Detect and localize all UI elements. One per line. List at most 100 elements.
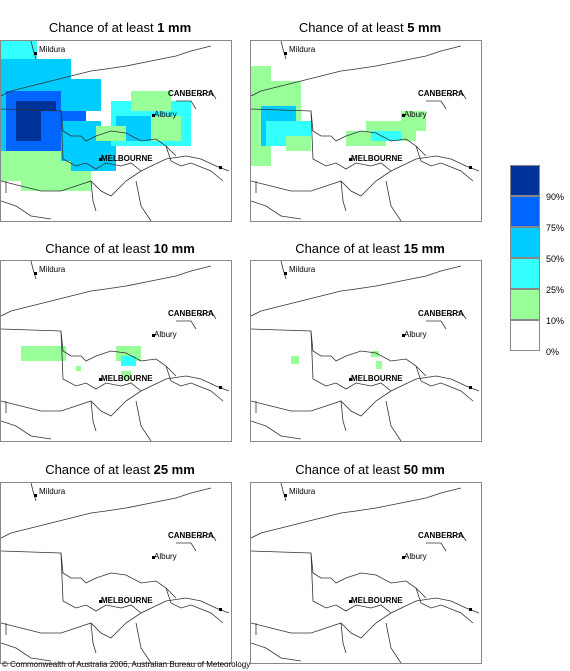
boundary-line <box>1 45 212 97</box>
boundary-line <box>1 597 230 639</box>
legend-label-10: 10% <box>546 316 565 326</box>
boundary-line <box>251 487 462 539</box>
rainfall-probability-cell <box>121 371 131 379</box>
boundary-line <box>310 552 392 614</box>
rainfall-probability-cell <box>71 141 116 171</box>
city-label-albury: Albury <box>154 110 177 119</box>
boundary-line <box>280 41 287 60</box>
city-label-canberra: CANBERRA <box>418 531 464 540</box>
boundary-line <box>176 100 197 110</box>
city-marker <box>219 166 222 169</box>
boundary-line <box>385 400 402 441</box>
boundary-line <box>251 265 462 317</box>
rainfall-probability-cell <box>76 366 81 371</box>
legend-label-75: 75% <box>546 223 565 233</box>
city-marker <box>99 600 102 603</box>
city-label-albury: Albury <box>154 552 177 561</box>
boundary-line <box>1 265 212 317</box>
boundary-line <box>1 550 177 599</box>
city-label-canberra: CANBERRA <box>168 531 214 540</box>
legend-label-25: 25% <box>546 285 565 295</box>
city-marker <box>219 386 222 389</box>
city-label-albury: Albury <box>404 110 427 119</box>
state-outline-map <box>251 41 480 221</box>
boundary-line <box>448 90 467 100</box>
boundary-line <box>90 180 97 212</box>
boundary-line <box>60 552 142 614</box>
city-label-melbourne: MELBOURNE <box>351 154 403 163</box>
rainfall-probability-cell <box>151 116 181 141</box>
boundary-line <box>280 483 287 502</box>
city-marker <box>402 334 405 337</box>
boundary-line <box>415 145 474 182</box>
copyright-notice: © Commonwealth of Australia 2006, Austra… <box>2 660 251 669</box>
boundary-line <box>280 261 287 280</box>
city-marker <box>284 272 287 275</box>
state-outline-map <box>1 483 230 663</box>
legend-swatch-25 <box>510 258 540 289</box>
city-label-canberra: CANBERRA <box>418 309 464 318</box>
rainfall-probability-cell <box>291 356 299 364</box>
legend-swatch-90 <box>510 165 540 196</box>
boundary-line <box>1 487 212 539</box>
boundary-line <box>426 542 447 552</box>
city-marker <box>152 334 155 337</box>
boundary-line <box>340 622 347 654</box>
boundary-line <box>310 330 392 392</box>
city-marker <box>284 52 287 55</box>
city-marker <box>219 608 222 611</box>
boundary-line <box>135 622 152 663</box>
boundary-line <box>30 261 37 280</box>
city-marker <box>469 166 472 169</box>
boundary-line <box>60 330 142 392</box>
city-marker <box>349 378 352 381</box>
city-marker <box>349 158 352 161</box>
boundary-line <box>426 100 447 110</box>
city-label-melbourne: MELBOURNE <box>101 596 153 605</box>
state-outline-map <box>1 41 230 221</box>
boundary-line <box>1 200 52 220</box>
boundary-line <box>90 622 97 654</box>
boundary-line <box>1 328 177 377</box>
boundary-line <box>448 310 467 320</box>
legend-swatch-0 <box>510 320 540 351</box>
city-label-mildura: Mildura <box>289 487 316 496</box>
map-50mm: Mildura CANBERRA Albury MELBOURNE <box>250 482 482 664</box>
city-label-canberra: CANBERRA <box>418 89 464 98</box>
legend-swatch-50 <box>510 227 540 258</box>
boundary-line <box>251 420 302 440</box>
city-marker <box>152 556 155 559</box>
city-marker <box>402 114 405 117</box>
boundary-line <box>30 483 37 502</box>
map-1mm: Mildura CANBERRA Albury MELBOURNE <box>0 40 232 222</box>
city-marker <box>402 556 405 559</box>
city-label-melbourne: MELBOURNE <box>101 374 153 383</box>
city-label-melbourne: MELBOURNE <box>351 596 403 605</box>
boundary-line <box>30 41 37 60</box>
boundary-line <box>135 180 152 221</box>
city-label-mildura: Mildura <box>289 265 316 274</box>
city-label-mildura: Mildura <box>39 265 66 274</box>
map-10mm: Mildura CANBERRA Albury MELBOURNE <box>0 260 232 442</box>
boundary-line <box>385 180 402 221</box>
map-15mm: Mildura CANBERRA Albury MELBOURNE <box>250 260 482 442</box>
rainfall-probability-cell <box>131 91 171 111</box>
city-marker <box>34 494 37 497</box>
rainfall-probability-cell <box>96 126 126 141</box>
boundary-line <box>251 45 462 97</box>
boundary-line <box>448 532 467 542</box>
boundary-line <box>251 642 302 662</box>
city-label-mildura: Mildura <box>289 45 316 54</box>
rainfall-probability-cell <box>121 356 136 366</box>
city-label-canberra: CANBERRA <box>168 89 214 98</box>
boundary-line <box>1 642 52 662</box>
rainfall-probability-cell <box>371 131 401 141</box>
boundary-line <box>251 328 427 377</box>
boundary-line <box>1 420 52 440</box>
state-outline-map <box>1 261 230 441</box>
map-25mm: Mildura CANBERRA Albury MELBOURNE <box>0 482 232 664</box>
panel-title-1mm: Chance of at least 1 mm <box>48 20 192 35</box>
city-label-mildura: Mildura <box>39 487 66 496</box>
rainfall-probability-cell <box>286 136 311 151</box>
boundary-line <box>165 587 224 624</box>
